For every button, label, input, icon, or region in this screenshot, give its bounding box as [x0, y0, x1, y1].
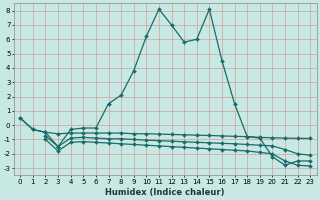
- X-axis label: Humidex (Indice chaleur): Humidex (Indice chaleur): [106, 188, 225, 197]
